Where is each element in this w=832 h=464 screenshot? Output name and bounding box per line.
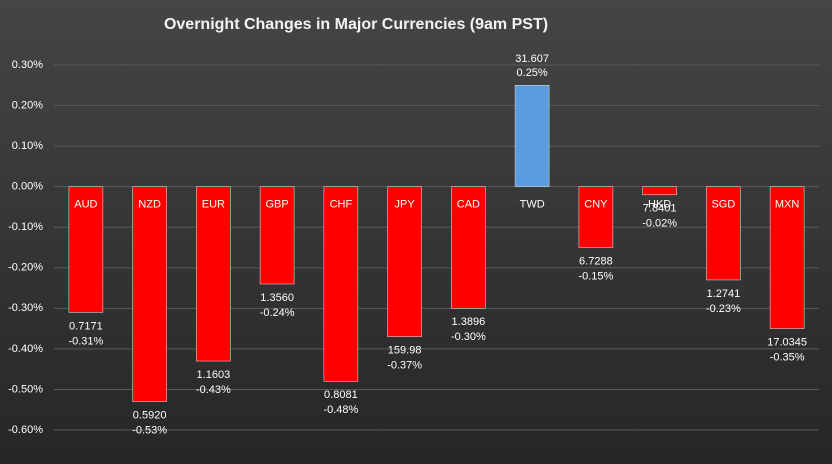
- x-tick-label: JPY: [395, 199, 416, 211]
- rate-label: 0.8081: [324, 389, 358, 401]
- y-tick-label: 0.00%: [12, 181, 43, 193]
- bar: [578, 186, 614, 248]
- x-tick-label: GBP: [266, 199, 289, 211]
- rate-label: 0.5920: [133, 410, 167, 422]
- rate-label: 1.2741: [707, 288, 741, 300]
- y-tick-label: -0.30%: [8, 302, 43, 314]
- x-tick-label: MXN: [775, 199, 800, 211]
- data-label: -0.23%: [706, 303, 741, 315]
- bar: [706, 186, 741, 281]
- rate-label: 0.7171: [69, 320, 103, 332]
- rate-label: 159.98: [388, 345, 422, 357]
- rate-label: 31.607: [515, 53, 549, 65]
- bar: [132, 186, 167, 402]
- x-tick-label: CNY: [584, 199, 608, 211]
- rate-label: 1.3560: [260, 292, 294, 304]
- data-label: -0.30%: [451, 331, 486, 343]
- x-tick-label: NZD: [138, 199, 161, 211]
- bar: [323, 186, 359, 382]
- x-tick-label: CHF: [330, 199, 353, 211]
- rate-label: 7.8401: [643, 203, 677, 215]
- data-label: -0.35%: [770, 352, 805, 364]
- data-label: -0.53%: [132, 425, 167, 437]
- x-tick-label: TWD: [520, 199, 545, 211]
- rate-label: 1.3896: [452, 316, 486, 328]
- bar: [259, 186, 295, 285]
- x-tick-label: SGD: [711, 199, 735, 211]
- y-tick-label: -0.10%: [8, 221, 43, 233]
- data-label: -0.15%: [578, 270, 613, 282]
- rate-label: 1.1603: [197, 369, 231, 381]
- bar: [514, 84, 550, 187]
- data-label: -0.48%: [323, 404, 358, 416]
- bar: [68, 186, 104, 313]
- x-tick-label: HKD: [648, 199, 671, 211]
- y-tick-label: -0.60%: [8, 424, 43, 436]
- chart-title: Overnight Changes in Major Currencies (9…: [164, 16, 548, 33]
- x-tick-label: EUR: [202, 199, 225, 211]
- rate-label: 6.7288: [579, 255, 613, 267]
- y-tick-label: -0.40%: [8, 343, 43, 355]
- bar: [451, 186, 486, 309]
- data-label: 0.25%: [517, 67, 548, 79]
- y-tick-label: 0.20%: [12, 99, 43, 111]
- data-label: -0.43%: [196, 384, 231, 396]
- y-tick-label: -0.50%: [8, 383, 43, 395]
- bar: [642, 186, 677, 196]
- data-label: -0.37%: [387, 360, 422, 372]
- data-label: -0.02%: [642, 218, 677, 230]
- x-tick-label: AUD: [74, 199, 97, 211]
- y-tick-label: 0.10%: [12, 140, 43, 152]
- data-label: -0.31%: [68, 335, 103, 347]
- bar: [196, 186, 231, 362]
- rate-label: 17.0345: [767, 337, 807, 349]
- y-tick-label: -0.20%: [8, 262, 43, 274]
- bar: [769, 186, 805, 329]
- data-label: -0.24%: [260, 307, 295, 319]
- bar: [387, 186, 422, 338]
- y-tick-label: 0.30%: [12, 59, 43, 71]
- x-tick-label: CAD: [457, 199, 480, 211]
